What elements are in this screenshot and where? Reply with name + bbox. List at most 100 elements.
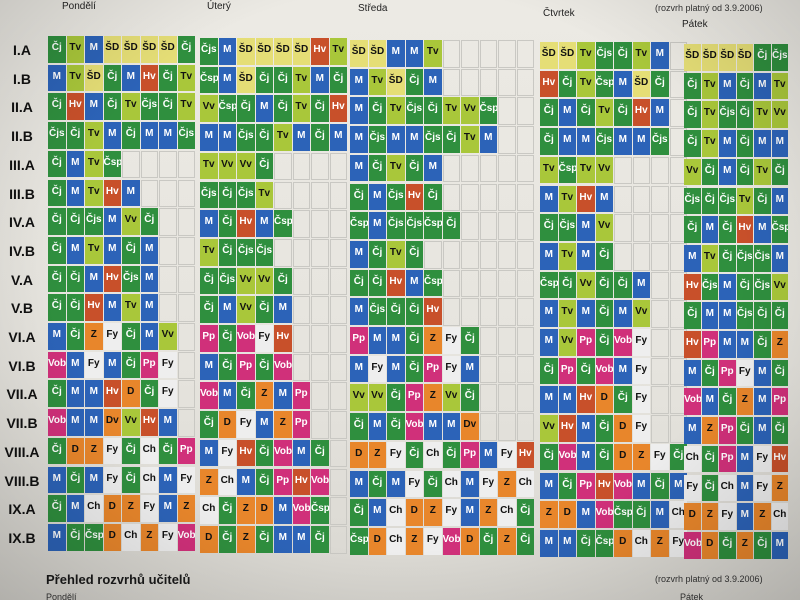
lesson-cell: Vob: [405, 413, 423, 440]
lesson-cell: Čj: [200, 267, 218, 295]
lesson-cell: Čj: [442, 212, 460, 239]
lesson-cell: Čj: [329, 66, 347, 94]
lesson-cell: M: [632, 472, 650, 500]
lesson-cell: Z: [255, 382, 273, 410]
lesson-cell: Čj: [736, 72, 753, 100]
lesson-cell: Čj: [701, 445, 718, 473]
lesson-cell: Čj: [218, 181, 236, 209]
lesson-cell: Čj: [461, 327, 479, 354]
lesson-cell: Čsp: [595, 70, 613, 98]
empty-cell: [516, 183, 534, 212]
empty-cell: [177, 150, 195, 179]
lesson-cell: Vob: [684, 388, 701, 416]
lesson-cell: M: [577, 128, 595, 155]
lesson-cell: M: [651, 99, 669, 127]
class-label: IX.B: [8, 529, 36, 546]
lesson-cell: Fy: [754, 445, 771, 473]
empty-cell: [442, 269, 460, 298]
lesson-cell: Pp: [424, 355, 442, 383]
lesson-cell: Z: [274, 411, 292, 438]
lesson-cell: Čj: [218, 210, 236, 237]
lesson-cell: Vv: [159, 323, 177, 350]
empty-cell: [516, 154, 534, 183]
lesson-cell: Čj: [48, 495, 66, 522]
lesson-cell: Tv: [442, 97, 460, 125]
lesson-cell: Čj: [48, 179, 66, 207]
lesson-cell: Čjs: [771, 44, 788, 71]
lesson-cell: Vob: [274, 439, 292, 467]
empty-cell: [329, 525, 347, 554]
lesson-cell: D: [614, 415, 632, 442]
empty-cell: [479, 355, 497, 384]
lesson-cell: Čj: [701, 187, 718, 215]
lesson-cell: Tv: [66, 64, 84, 92]
lesson-cell: Čjs: [595, 128, 613, 155]
lesson-cell: Tv: [177, 93, 195, 121]
lesson-cell: M: [350, 240, 368, 268]
empty-cell: [292, 267, 310, 296]
lesson-cell: Tv: [558, 185, 576, 213]
lesson-cell: Fy: [140, 495, 158, 522]
lesson-cell: Fy: [684, 474, 701, 502]
lesson-cell: M: [218, 38, 236, 65]
lesson-cell: Pp: [292, 411, 310, 438]
lesson-cell: Čj: [651, 472, 669, 500]
lesson-cell: D: [103, 495, 121, 522]
lesson-cell: Tv: [122, 93, 140, 121]
lesson-cell: Čj: [48, 294, 66, 321]
empty-cell: [614, 242, 632, 271]
lesson-cell: M: [200, 353, 218, 381]
lesson-cell: M: [237, 468, 255, 496]
lesson-cell: Vv: [122, 208, 140, 235]
lesson-cell: Hv: [577, 386, 595, 414]
empty-cell: [651, 386, 669, 415]
footer-validity-note: (rozvrh platný od 3.9.2006): [655, 574, 763, 584]
lesson-cell: M: [274, 497, 292, 524]
lesson-cell: Čjs: [405, 97, 423, 125]
lesson-cell: Čj: [405, 240, 423, 268]
lesson-cell: Ch: [498, 499, 516, 526]
lesson-cell: Čjs: [177, 122, 195, 149]
empty-cell: [461, 154, 479, 183]
lesson-cell: Čj: [540, 357, 558, 385]
lesson-cell: M: [577, 501, 595, 528]
lesson-cell: Tv: [461, 126, 479, 153]
lesson-cell: Čsp: [771, 216, 788, 243]
lesson-cell: M: [684, 417, 701, 444]
lesson-cell: M: [405, 40, 423, 67]
lesson-cell: D: [614, 443, 632, 471]
lesson-cell: Vv: [771, 273, 788, 301]
lesson-cell: Čsp: [424, 269, 442, 297]
lesson-cell: Z: [736, 388, 753, 416]
lesson-cell: Vob: [48, 351, 66, 379]
lesson-cell: Ch: [218, 468, 236, 496]
lesson-cell: D: [595, 386, 613, 414]
class-label: VIII.B: [4, 472, 40, 489]
lesson-cell: Ch: [669, 501, 687, 528]
lesson-cell: Tv: [577, 70, 595, 98]
lesson-cell: M: [66, 150, 84, 178]
empty-cell: [651, 329, 669, 357]
lesson-cell: Čj: [311, 124, 329, 151]
lesson-cell: Čj: [719, 531, 736, 559]
lesson-cell: M: [103, 208, 121, 235]
lesson-cell: M: [387, 470, 405, 498]
empty-cell: [329, 439, 347, 468]
lesson-cell: Čjs: [218, 267, 236, 295]
empty-cell: [498, 154, 516, 183]
lesson-cell: Čj: [218, 353, 236, 381]
lesson-cell: M: [103, 294, 121, 321]
lesson-cell: Čsp: [103, 150, 121, 178]
lesson-cell: M: [736, 331, 753, 358]
lesson-cell: Čj: [701, 474, 718, 502]
lesson-cell: Čj: [48, 380, 66, 408]
lesson-cell: Čj: [255, 296, 273, 323]
lesson-cell: Čj: [595, 300, 613, 327]
lesson-cell: Ch: [122, 523, 140, 551]
lesson-cell: Čj: [274, 66, 292, 94]
lesson-cell: Čj: [405, 154, 423, 182]
empty-cell: [516, 40, 534, 68]
lesson-cell: Čsp: [218, 95, 236, 123]
lesson-cell: Vv: [350, 384, 368, 412]
lesson-cell: Čj: [736, 417, 753, 444]
